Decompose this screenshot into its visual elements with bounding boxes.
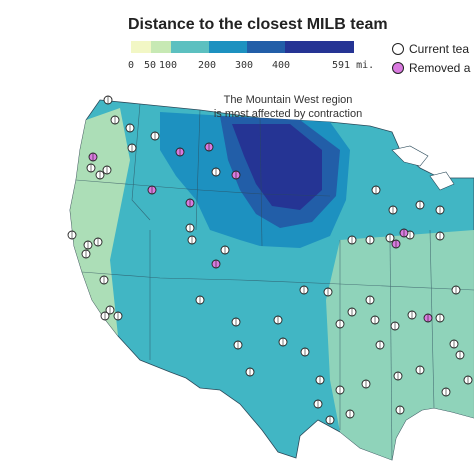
legend-segment-400-591 (285, 41, 354, 53)
team-markers (67, 95, 473, 425)
legend-segment-0-50 (131, 41, 151, 53)
map-title: Distance to the closest MILB team (128, 16, 388, 33)
legend-tick: 200 (198, 60, 217, 71)
region-farthest (232, 124, 322, 210)
key-removed-team: Removed a (392, 61, 470, 75)
key-current-team: Current tea (392, 42, 469, 56)
state-borders (75, 103, 474, 461)
region-near-east (326, 230, 474, 460)
legend-segment-100-200 (171, 41, 209, 53)
legend-tick: 591 mi. (332, 60, 375, 71)
legend-tick: 50 (144, 60, 157, 71)
legend-tick: 300 (235, 60, 254, 71)
legend-color-scale (131, 41, 354, 53)
legend-segment-300-400 (247, 41, 285, 53)
legend-tick: 0 (128, 60, 135, 71)
region-near-west (70, 108, 130, 336)
baseball-icon (392, 43, 404, 55)
map-annotation: The Mountain West region is most affecte… (213, 94, 363, 120)
legend-tick: 400 (272, 60, 291, 71)
legend-segment-200-300 (209, 41, 247, 53)
legend-tick: 100 (159, 60, 178, 71)
baseball-removed-icon (392, 62, 404, 74)
legend-segment-50-100 (151, 41, 171, 53)
great-lakes (391, 145, 455, 191)
